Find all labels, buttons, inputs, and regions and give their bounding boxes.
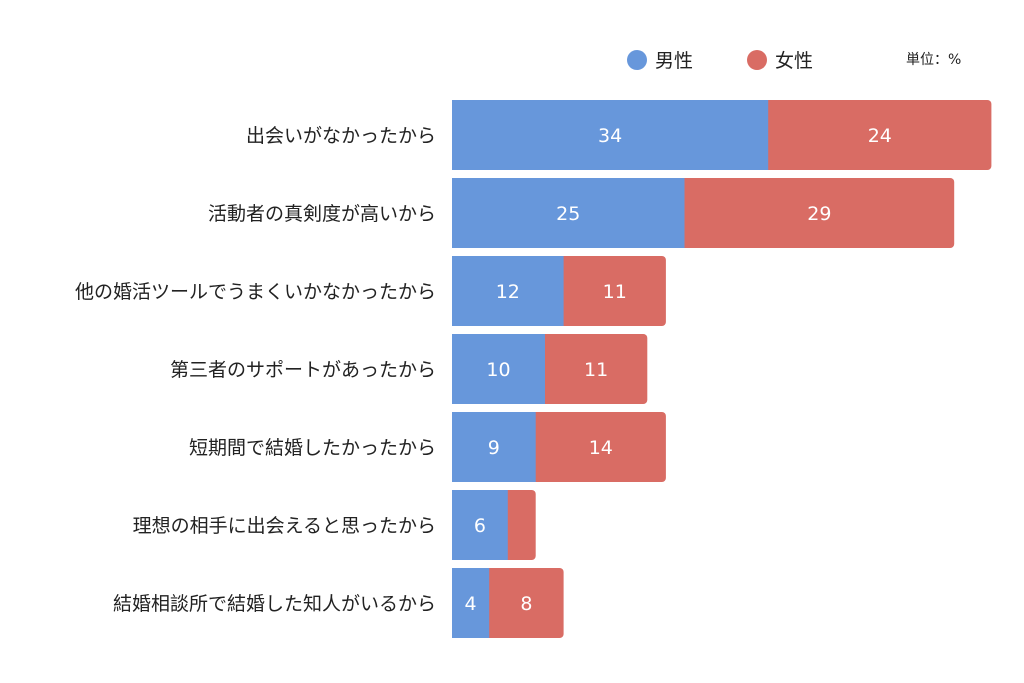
bar-female-0 xyxy=(762,100,992,170)
value-label-male-5: 6 xyxy=(474,515,486,537)
bar-male-6 xyxy=(452,568,490,638)
bar-female-2 xyxy=(557,256,666,326)
value-labels: 34 24 25 29 12 11 10 11 9 14 6 4 8 xyxy=(465,125,892,615)
value-label-male-3: 10 xyxy=(486,359,510,381)
value-label-female-0: 24 xyxy=(868,125,892,147)
value-label-male-0: 34 xyxy=(598,125,622,147)
legend-swatch-female xyxy=(747,50,767,70)
bar-female-4 xyxy=(529,412,666,482)
category-label-0: 出会いがなかったから xyxy=(246,125,436,147)
bars-group xyxy=(452,100,992,638)
category-label-2: 他の婚活ツールでうまくいかなかったから xyxy=(75,281,436,303)
legend: 男性 女性 単位：% xyxy=(627,50,961,72)
category-label-1: 活動者の真剣度が高いから xyxy=(208,203,436,225)
value-label-female-6: 8 xyxy=(520,593,532,615)
bar-female-3 xyxy=(539,334,648,404)
value-label-male-6: 4 xyxy=(465,593,477,615)
bar-female-6 xyxy=(483,568,564,638)
bar-male-0 xyxy=(452,100,769,170)
bar-female-5 xyxy=(501,490,536,560)
legend-swatch-male xyxy=(627,50,647,70)
bar-male-2 xyxy=(452,256,564,326)
bar-female-1 xyxy=(678,178,955,248)
category-label-3: 第三者のサポートがあったから xyxy=(170,359,436,381)
bar-male-3 xyxy=(452,334,545,404)
value-label-male-2: 12 xyxy=(496,281,520,303)
category-label-6: 結婚相談所で結婚した知人がいるから xyxy=(113,593,436,615)
bar-male-1 xyxy=(452,178,685,248)
bar-male-5 xyxy=(452,490,508,560)
value-label-male-1: 25 xyxy=(556,203,580,225)
category-labels: 出会いがなかったから活動者の真剣度が高いから他の婚活ツールでうまくいかなかったか… xyxy=(75,125,436,615)
category-label-5: 理想の相手に出会えると思ったから xyxy=(133,515,436,537)
category-label-4: 短期間で結婚したかったから xyxy=(189,437,436,459)
value-label-male-4: 9 xyxy=(488,437,500,459)
value-label-female-1: 29 xyxy=(807,203,831,225)
bar-male-4 xyxy=(452,412,536,482)
value-label-female-4: 14 xyxy=(589,437,613,459)
legend-label-female: 女性 xyxy=(775,50,813,72)
legend-label-male: 男性 xyxy=(655,50,693,72)
unit-label: 単位：% xyxy=(906,52,961,68)
value-label-female-3: 11 xyxy=(584,359,608,381)
value-label-female-2: 11 xyxy=(603,281,627,303)
